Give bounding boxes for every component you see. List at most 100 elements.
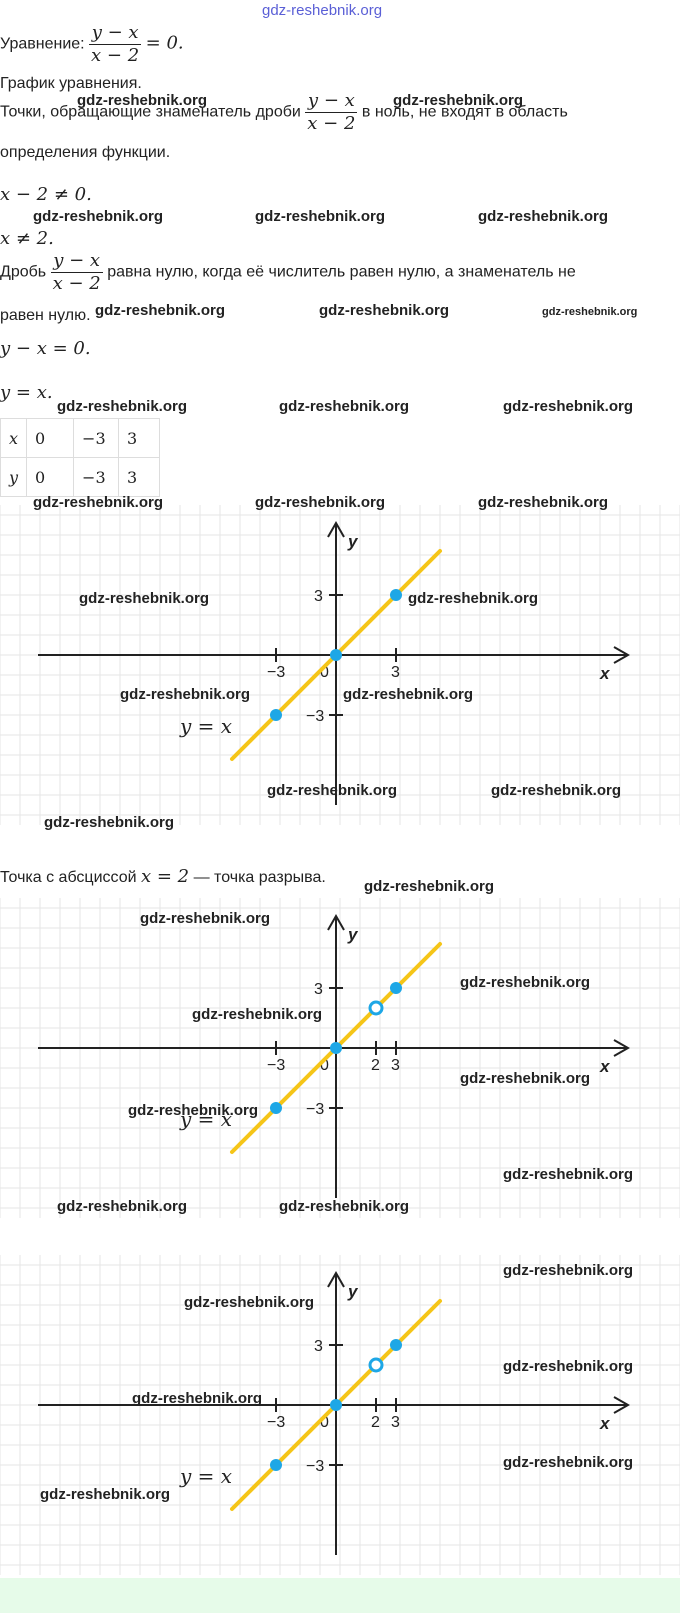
watermark: gdz-reshebnik.org xyxy=(33,494,164,511)
data-point xyxy=(330,1042,342,1054)
points-text-b: в ноль, не входят в область xyxy=(361,103,568,121)
watermark: gdz-reshebnik.org xyxy=(132,1390,263,1407)
y-tick-label: 3 xyxy=(314,981,323,998)
values-table: x 0 −3 3 y 0 −3 3 xyxy=(0,418,161,497)
watermark: gdz-reshebnik.org xyxy=(503,1454,634,1471)
watermark: gdz-reshebnik.org xyxy=(140,910,271,927)
y-axis-arrow xyxy=(327,520,345,538)
table-cell: −3 xyxy=(73,418,120,458)
watermark: gdz-reshebnik.org xyxy=(279,398,410,415)
fraction-numerator: y − x xyxy=(305,90,358,113)
x-axis-label: x xyxy=(599,664,611,683)
data-point xyxy=(390,982,402,994)
watermark: gdz-reshebnik.org xyxy=(57,1198,188,1215)
x-tick-label: 0 xyxy=(320,664,329,681)
watermark: gdz-reshebnik.org xyxy=(364,878,495,895)
fraction-numerator: y − x xyxy=(89,22,142,45)
y-axis-label: y xyxy=(347,925,359,944)
x-axis-label: x xyxy=(599,1414,611,1433)
open-point xyxy=(368,1000,384,1016)
grid xyxy=(0,505,680,825)
fraction-denominator: x − 2 xyxy=(91,45,140,66)
equation-label: Уравнение: xyxy=(0,35,85,53)
data-point xyxy=(270,709,282,721)
table-row: x 0 −3 3 xyxy=(0,418,161,458)
watermark-top: gdz-reshebnik.org xyxy=(262,2,383,19)
watermark: gdz-reshebnik.org xyxy=(478,494,609,511)
break-text-b: — точка разрыва. xyxy=(193,869,326,886)
watermark: gdz-reshebnik.org xyxy=(57,398,188,415)
equation-tail: = 0. xyxy=(145,32,184,54)
data-point xyxy=(270,1459,282,1471)
bottom-band xyxy=(0,1578,680,1613)
watermark: gdz-reshebnik.org xyxy=(319,302,450,319)
watermark: gdz-reshebnik.org xyxy=(120,686,251,703)
fraction-text-c: равен нулю. xyxy=(0,307,91,324)
y-tick-label: −3 xyxy=(306,708,324,725)
watermark: gdz-reshebnik.org xyxy=(460,1070,591,1087)
line-label: y = x xyxy=(179,714,232,738)
data-point xyxy=(330,649,342,661)
data-point xyxy=(330,1399,342,1411)
table-head-cell: x xyxy=(0,418,28,458)
equation-line: Уравнение: y − x x − 2 = 0. xyxy=(0,22,184,67)
watermark: gdz-reshebnik.org xyxy=(33,208,164,225)
break-point-line: Точка с абсциссой x = 2 — точка разрыва. xyxy=(0,866,326,888)
fraction-text-a: Дробь xyxy=(0,263,47,281)
x-axis-label: x xyxy=(599,1057,611,1076)
points-fraction: y − x x − 2 xyxy=(305,90,358,135)
x-axis-arrow xyxy=(613,1039,631,1057)
y-tick-label: 3 xyxy=(314,588,323,605)
x-axis-arrow xyxy=(613,646,631,664)
x-tick-label: 3 xyxy=(391,664,400,681)
fraction-numerator: y − x xyxy=(50,250,103,273)
data-point xyxy=(390,589,402,601)
graph-2: xy−3 0 2 33−3y = x xyxy=(0,898,680,1218)
y-axis-label: y xyxy=(347,532,359,551)
y-tick-label: 3 xyxy=(314,1338,323,1355)
watermark: gdz-reshebnik.org xyxy=(95,302,226,319)
watermark: gdz-reshebnik.org xyxy=(460,974,591,991)
watermark: gdz-reshebnik.org xyxy=(40,1486,171,1503)
watermark: gdz-reshebnik.org xyxy=(503,1262,634,1279)
watermark: gdz-reshebnik.org xyxy=(393,92,524,109)
y-tick-label: −3 xyxy=(306,1458,324,1475)
table-row: y 0 −3 3 xyxy=(0,457,161,497)
watermark: gdz-reshebnik.org xyxy=(79,590,210,607)
watermark: gdz-reshebnik.org xyxy=(408,590,539,607)
graph-title-text: График уравнения. xyxy=(0,75,142,92)
graph-1: x y −3 0 3 3 −3 y = x xyxy=(0,505,680,825)
equation-y-2: y = x. xyxy=(0,382,53,403)
x-tick-label: −3 xyxy=(267,1414,285,1431)
watermark: gdz-reshebnik.org xyxy=(503,398,634,415)
table-head-cell: y xyxy=(0,457,28,497)
watermark: gdz-reshebnik.org xyxy=(44,814,175,831)
fraction-denominator: x − 2 xyxy=(52,273,101,294)
watermark: gdz-reshebnik.org xyxy=(542,306,638,318)
fraction-line: Дробь y − x x − 2 равна нулю, когда её ч… xyxy=(0,250,576,295)
x-tick-label: 2 xyxy=(371,1057,380,1074)
y-axis-arrow xyxy=(327,913,345,931)
table-cell: 0 xyxy=(26,457,75,497)
table-cell: 3 xyxy=(118,457,161,497)
x-tick-label: 3 xyxy=(391,1414,400,1431)
line-label: y = x xyxy=(179,1107,232,1131)
y-tick-label: −3 xyxy=(306,1101,324,1118)
watermark: gdz-reshebnik.org xyxy=(77,92,208,109)
y-axis-label: y xyxy=(347,1282,359,1301)
x-tick-label: −3 xyxy=(267,1057,285,1074)
fraction-text-b: равна нулю, когда её числитель равен нул… xyxy=(107,263,576,281)
x-axis-arrow xyxy=(613,1396,631,1414)
watermark: gdz-reshebnik.org xyxy=(192,1006,323,1023)
inequality-2: x ≠ 2. xyxy=(0,228,54,249)
watermark: gdz-reshebnik.org xyxy=(343,686,474,703)
watermark: gdz-reshebnik.org xyxy=(491,782,622,799)
table-cell: 3 xyxy=(118,418,161,458)
points-text-a: Точки, обращающие знаменатель дроби xyxy=(0,103,301,121)
data-point xyxy=(270,1102,282,1114)
watermark: gdz-reshebnik.org xyxy=(279,1198,410,1215)
fraction-denominator: x − 2 xyxy=(307,113,356,134)
watermark: gdz-reshebnik.org xyxy=(255,208,386,225)
equation-fraction: y − x x − 2 xyxy=(89,22,142,67)
data-point xyxy=(390,1339,402,1351)
